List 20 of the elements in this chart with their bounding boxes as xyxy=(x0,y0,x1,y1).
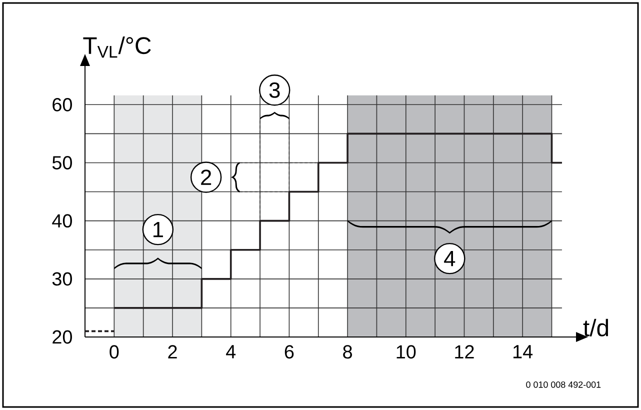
x-tick-label: 6 xyxy=(284,345,294,359)
y-tick-label: 60 xyxy=(52,98,72,112)
text: 0 010 008 492-001 xyxy=(526,381,601,388)
x-tick-label: 2 xyxy=(168,345,177,358)
y-tick-label: 40 xyxy=(52,214,72,228)
x-tick-label: 8 xyxy=(343,345,352,359)
y-tick-label: 30 xyxy=(52,272,72,286)
annotation: 2 xyxy=(201,170,212,185)
x-axis-title: t/d xyxy=(583,318,608,336)
annotation: 1 xyxy=(154,222,163,238)
y-tick-label: 20 xyxy=(52,330,72,344)
y-tick-label: 50 xyxy=(52,156,72,170)
x-tick-label: 0 xyxy=(110,345,119,359)
y-axis-title: T$_{VL}$/°C xyxy=(83,36,151,58)
annotation: 4 xyxy=(444,251,456,266)
x-tick-label: 4 xyxy=(226,345,236,358)
annotation: 3 xyxy=(269,82,280,98)
x-tick-label: 14 xyxy=(513,345,533,358)
x-tick-label: 10 xyxy=(396,345,416,359)
x-tick-label: 12 xyxy=(455,345,474,358)
